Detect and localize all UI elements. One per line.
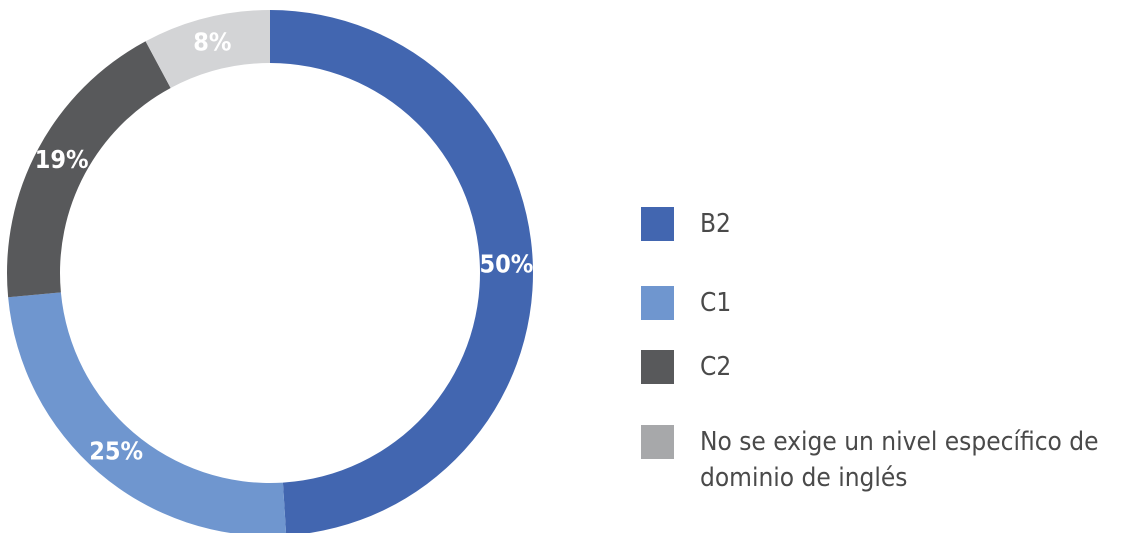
- legend-item: B2: [641, 207, 1129, 242]
- slice: [270, 10, 533, 533]
- legend-label: B2: [700, 209, 731, 239]
- data-label: 19%: [35, 145, 89, 174]
- legend-swatch: [641, 425, 674, 459]
- data-label: 8%: [193, 28, 231, 57]
- slice: [7, 41, 171, 298]
- legend-swatch: [641, 286, 674, 320]
- data-label: 25%: [89, 437, 143, 466]
- legend-item: C1: [641, 286, 1129, 321]
- legend-swatch: [641, 207, 674, 241]
- legend-item: No se exige un nivel específico de domin…: [641, 425, 1129, 496]
- legend-item: C2: [641, 350, 1129, 385]
- slice: [145, 10, 270, 88]
- chart: 50% 25% 19% 8%: [7, 10, 533, 533]
- legend-label: C1: [700, 288, 732, 318]
- legend-label: C2: [700, 352, 732, 382]
- legend-swatch: [641, 350, 674, 384]
- legend-label: No se exige un nivel específico de domin…: [700, 427, 1099, 493]
- data-label: 50%: [479, 250, 533, 279]
- slice: [8, 292, 287, 533]
